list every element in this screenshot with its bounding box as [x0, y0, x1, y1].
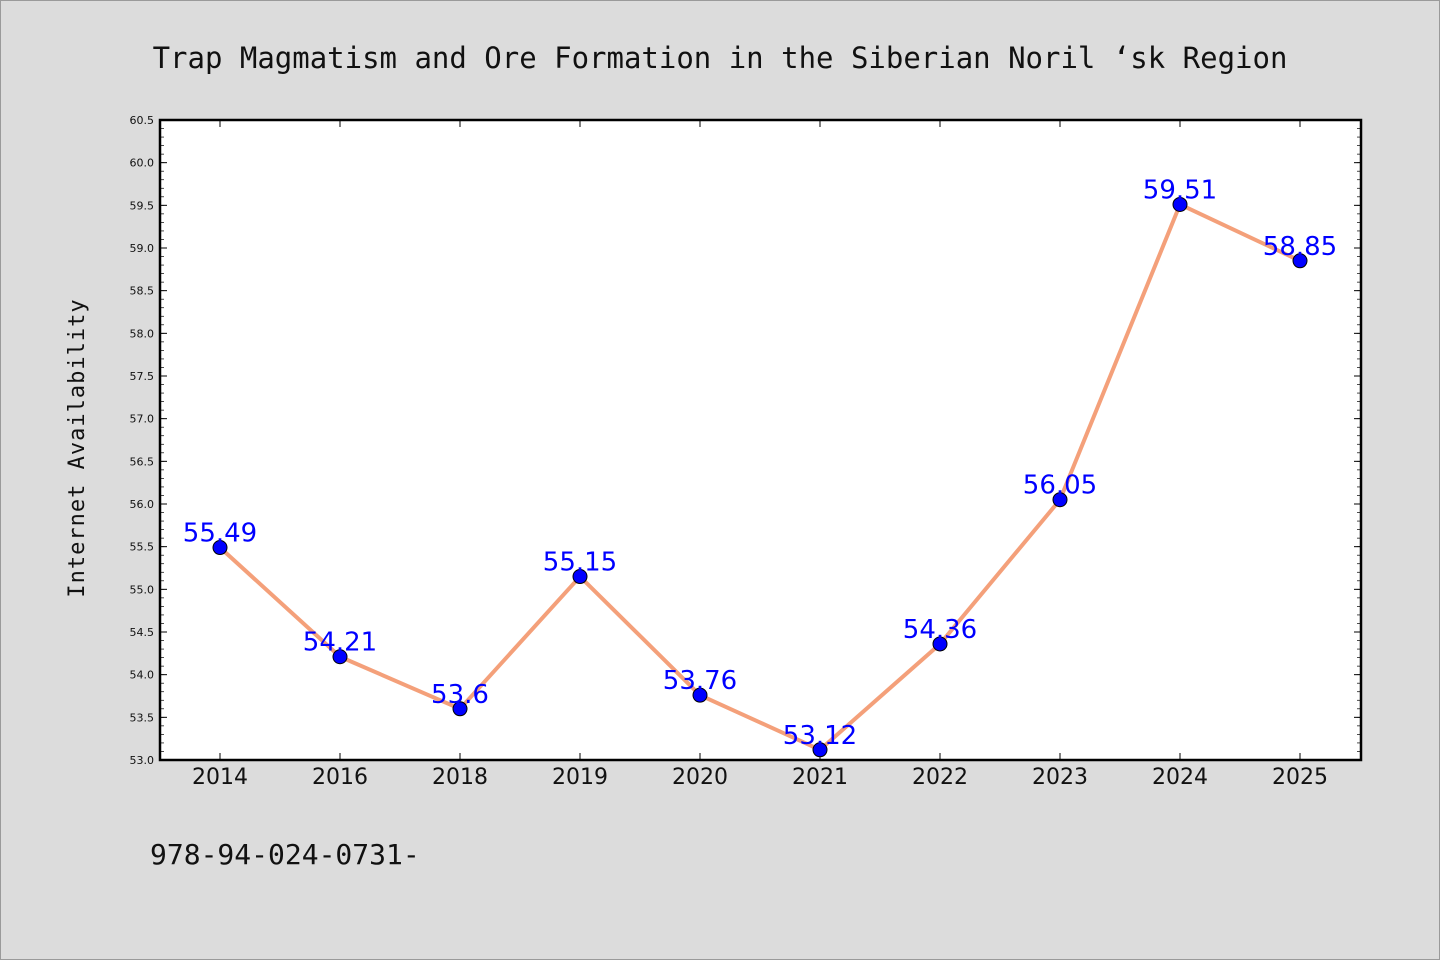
data-label: 54.36 [903, 615, 977, 645]
y-tick-label: 57.0 [130, 413, 155, 426]
y-tick-label: 60.5 [130, 114, 155, 127]
data-series: 55.49 54.21 53.6 55.15 53.76 53.12 54.36 56.05 5… [183, 175, 1337, 758]
y-tick-label: 60.0 [130, 157, 155, 170]
plot-border [158, 118, 1363, 762]
data-point [1172, 196, 1188, 212]
data-point [212, 540, 228, 556]
x-tick-label: 2016 [312, 765, 368, 790]
x-tick-label: 2023 [1032, 765, 1088, 790]
data-point [812, 742, 828, 758]
data-label: 55.15 [543, 548, 617, 578]
x-tick-label: 2021 [792, 765, 848, 790]
plot-area [160, 120, 1361, 760]
data-point [452, 701, 468, 717]
data-label: 54.21 [303, 628, 377, 658]
data-label: 56.05 [1023, 471, 1097, 501]
y-tick-label: 54.5 [130, 626, 155, 639]
x-tick-label: 2019 [552, 765, 608, 790]
x-tick-label: 2022 [912, 765, 968, 790]
y-tick-label: 55.0 [130, 583, 155, 596]
y-tick-label: 55.5 [130, 541, 155, 554]
data-point [1292, 253, 1308, 269]
x-tick-label: 2020 [672, 765, 728, 790]
footer-code: 978-94-024-0731- [150, 838, 420, 871]
y-tick-label: 53.5 [130, 711, 155, 724]
data-label: 59.51 [1143, 175, 1217, 205]
y-axis-label: Internet Availability [65, 298, 90, 597]
data-label: 53.6 [431, 680, 489, 710]
chart-title: Trap Magmatism and Ore Formation in the … [153, 41, 1288, 75]
data-label: 58.85 [1263, 232, 1337, 262]
y-tick-label: 58.0 [130, 327, 155, 340]
series-line [218, 202, 1301, 752]
y-tick-label: 56.0 [130, 498, 155, 511]
data-point [692, 687, 708, 703]
y-tick-label: 56.5 [130, 455, 155, 468]
data-label: 53.76 [663, 666, 737, 696]
data-label: 55.49 [183, 519, 257, 549]
x-tick-label: 2014 [192, 765, 248, 790]
y-tick-label: 59.0 [130, 242, 155, 255]
data-point [1052, 492, 1068, 508]
data-label: 53.12 [783, 721, 857, 751]
y-tick-label: 53.0 [130, 754, 155, 767]
y-tick-label: 58.5 [130, 285, 155, 298]
y-tick-label: 57.5 [130, 370, 155, 383]
x-tick-label: 2025 [1272, 765, 1328, 790]
x-axis: 2014 2016 2018 2019 2020 2021 2022 2023 2024 2025 [192, 120, 1328, 790]
y-tick-label: 54.0 [130, 669, 155, 682]
y-tick-label: 59.5 [130, 199, 155, 212]
x-tick-label: 2024 [1152, 765, 1208, 790]
x-tick-label: 2018 [432, 765, 488, 790]
data-point [332, 649, 348, 665]
data-point [932, 636, 948, 652]
data-point [572, 569, 588, 585]
